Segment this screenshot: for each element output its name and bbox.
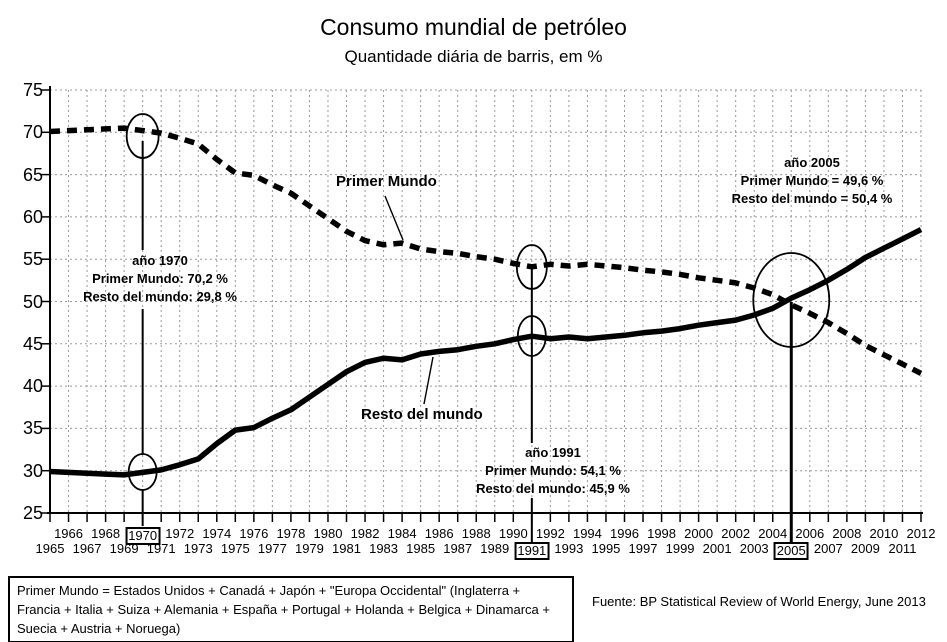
annotation-1991-line2: Resto del mundo: 45,9 % <box>476 481 630 496</box>
ellipse-1991-resto-del-mundo <box>516 315 547 357</box>
x-tick-label-1991: 1991 <box>514 542 550 560</box>
source-citation: Fuente: BP Statistical Review of World E… <box>592 594 926 609</box>
ellipse-2005-crossing <box>752 252 831 348</box>
annotation-1970: año 1970 Primer Mundo: 70,2 % Resto del … <box>35 252 285 306</box>
x-tick-label-1970: 1970 <box>125 527 161 545</box>
x-tick-label-1978: 1978 <box>276 526 306 541</box>
annotation-1991: año 1991 Primer Mundo: 54,1 % Resto del … <box>428 444 678 498</box>
annotation-1970-line2: Resto del mundo: 29,8 % <box>83 289 237 304</box>
y-tick-label-50: 50 <box>22 291 43 312</box>
x-tick-label-2009: 2009 <box>850 541 880 556</box>
annotation-2005-title: año 2005 <box>784 155 840 170</box>
legend-definition-box: Primer Mundo = Estados Unidos + Canadá +… <box>8 576 574 642</box>
x-tick-label-2002: 2002 <box>721 526 751 541</box>
x-tick-label-1977: 1977 <box>257 541 287 556</box>
leader-line-primer-mundo <box>384 195 404 241</box>
x-tick-label-1974: 1974 <box>202 526 232 541</box>
x-tick-label-1989: 1989 <box>480 541 510 556</box>
x-tick-label-1987: 1987 <box>443 541 473 556</box>
x-tick-label-1969: 1969 <box>109 541 139 556</box>
annotation-1991-line1: Primer Mundo: 54,1 % <box>485 463 621 478</box>
series-line-primer-mundo <box>49 125 923 376</box>
x-tick-label-1971: 1971 <box>146 541 176 556</box>
y-tick-label-60: 60 <box>22 206 43 227</box>
x-tick-label-2001: 2001 <box>702 541 732 556</box>
annotation-2005: año 2005 Primer Mundo = 49,6 % Resto del… <box>687 154 937 208</box>
y-tick-label-35: 35 <box>22 418 43 439</box>
y-tick-label-25: 25 <box>22 503 43 523</box>
series-label-primer-mundo: Primer Mundo <box>336 173 437 190</box>
x-tick-label-2004: 2004 <box>758 526 788 541</box>
y-tick-label-30: 30 <box>22 460 43 481</box>
x-tick-label-1990: 1990 <box>498 526 528 541</box>
x-tick-label-1973: 1973 <box>183 541 213 556</box>
x-tick-label-1966: 1966 <box>54 526 83 541</box>
series-line-resto-del-mundo <box>49 227 923 478</box>
legend-definition-line1: Primer Mundo = Estados Unidos + Canadá +… <box>17 583 521 598</box>
x-tick-label-1983: 1983 <box>369 541 399 556</box>
y-tick-label-40: 40 <box>22 376 43 397</box>
x-tick-label-1968: 1968 <box>91 526 121 541</box>
chart-subtitle: Quantidade diária de barris, em % <box>344 47 603 66</box>
x-tick-label-2012: 2012 <box>906 526 936 541</box>
legend-definition-line2: Francia + Italia + Suiza + Alemania + Es… <box>17 602 550 617</box>
x-tick-label-2005: 2005 <box>773 542 809 560</box>
x-tick-label-2011: 2011 <box>888 541 917 556</box>
x-tick-label-1988: 1988 <box>461 526 491 541</box>
x-tick-label-2000: 2000 <box>684 526 714 541</box>
x-tick-label-2007: 2007 <box>813 541 843 556</box>
x-tick-label-1984: 1984 <box>387 526 417 541</box>
y-tick-label-55: 55 <box>22 249 43 270</box>
x-tick-label-1993: 1993 <box>554 541 584 556</box>
x-tick-label-1972: 1972 <box>165 526 195 541</box>
annotation-1991-title: año 1991 <box>525 445 581 460</box>
x-tick-label-2003: 2003 <box>739 541 769 556</box>
series-label-resto-del-mundo: Resto del mundo <box>361 406 483 423</box>
x-tick-label-1997: 1997 <box>628 541 658 556</box>
y-tick-label-65: 65 <box>22 164 43 185</box>
x-tick-label-1967: 1967 <box>72 541 102 556</box>
y-tick-label-75: 75 <box>22 80 43 100</box>
x-tick-label-2006: 2006 <box>795 526 825 541</box>
x-tick-label-1985: 1985 <box>406 541 436 556</box>
x-tick-label-1994: 1994 <box>572 526 602 541</box>
legend-definition-line3: Suecia + Austria + Noruega) <box>17 621 181 636</box>
annotation-2005-line2: Resto del mundo = 50,4 % <box>731 191 893 206</box>
y-tick-label-70: 70 <box>22 122 43 143</box>
annotation-2005-line1: Primer Mundo = 49,6 % <box>740 173 884 188</box>
x-tick-label-1975: 1975 <box>220 541 250 556</box>
x-tick-label-1995: 1995 <box>591 541 621 556</box>
ellipse-1970-resto-del-mundo <box>127 453 158 491</box>
ellipse-1991-primer-mundo <box>515 244 548 290</box>
x-tick-label-2008: 2008 <box>832 526 862 541</box>
x-tick-label-1982: 1982 <box>350 526 380 541</box>
chart-title: Consumo mundial de petróleo <box>320 14 627 40</box>
x-tick-label-1996: 1996 <box>610 526 639 541</box>
x-tick-label-1980: 1980 <box>313 526 343 541</box>
x-tick-label-1979: 1979 <box>294 541 324 556</box>
ellipse-1970-primer-mundo <box>125 113 160 159</box>
annotation-1970-line1: Primer Mundo: 70,2 % <box>92 271 228 286</box>
x-tick-label-1998: 1998 <box>647 526 677 541</box>
x-tick-label-1976: 1976 <box>239 526 269 541</box>
x-tick-label-2010: 2010 <box>869 526 899 541</box>
annotation-1970-title: año 1970 <box>132 253 188 268</box>
x-tick-label-1986: 1986 <box>424 526 454 541</box>
x-tick-label-1999: 1999 <box>665 541 695 556</box>
x-tick-label-1981: 1981 <box>332 541 361 556</box>
x-tick-label-1965: 1965 <box>35 541 65 556</box>
x-tick-label-1992: 1992 <box>535 526 565 541</box>
y-tick-label-45: 45 <box>22 333 43 354</box>
leader-line-resto-del-mundo <box>423 356 434 405</box>
